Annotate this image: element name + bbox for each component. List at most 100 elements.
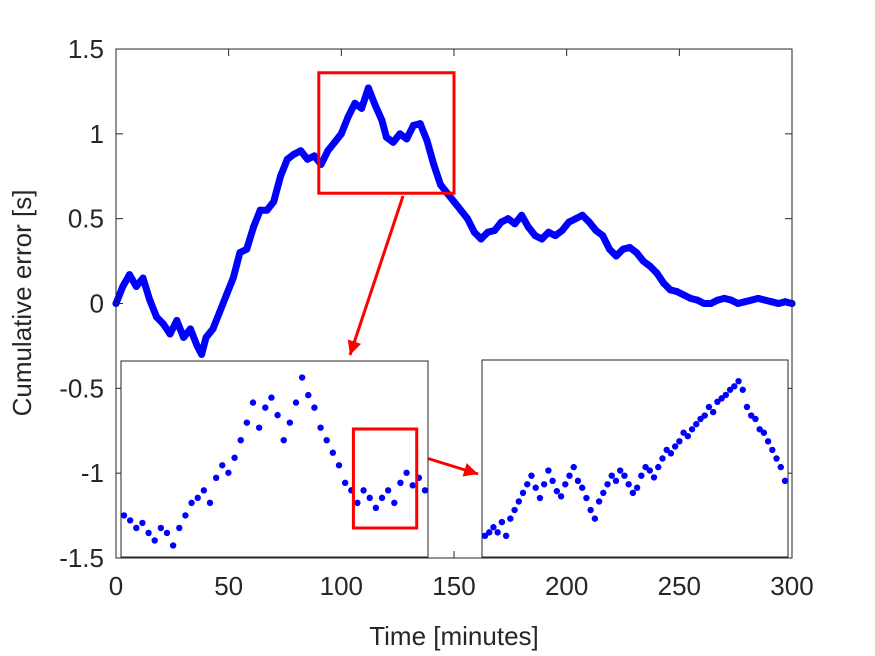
series-point <box>592 227 600 235</box>
series-point <box>538 235 546 243</box>
inset-point <box>709 408 717 416</box>
inset-point <box>671 443 679 450</box>
series-point <box>396 130 404 138</box>
series-point <box>619 245 627 253</box>
series-point <box>633 249 641 257</box>
inset-point <box>384 487 392 494</box>
inset-point <box>360 487 367 494</box>
inset-point <box>498 518 506 526</box>
inset-point <box>578 484 586 491</box>
inset-point <box>206 499 214 507</box>
series-point <box>761 296 769 304</box>
inset-point <box>528 472 535 479</box>
inset-point <box>693 420 700 428</box>
inset-point <box>621 472 628 479</box>
series-point <box>707 300 715 307</box>
series-point <box>781 298 789 306</box>
inset-point <box>292 399 300 406</box>
y-tick-label: -1 <box>81 458 104 488</box>
inset-point <box>566 472 573 479</box>
inset-point <box>323 437 330 444</box>
inset-point <box>701 412 708 419</box>
series-point <box>727 296 735 304</box>
series-point <box>371 101 379 109</box>
inset-point <box>591 515 599 522</box>
inset-point <box>139 519 146 527</box>
inset-point <box>262 404 269 411</box>
series-point <box>578 211 586 219</box>
series-point <box>768 298 776 306</box>
inset-point <box>583 494 590 502</box>
series-point <box>551 232 559 240</box>
inset-point <box>743 403 751 411</box>
inset-point <box>317 424 324 431</box>
series-point <box>714 296 722 304</box>
series-point <box>612 252 620 260</box>
inset-point <box>764 438 772 445</box>
inset-point <box>486 529 493 536</box>
series-point <box>403 135 411 143</box>
series-point <box>202 333 210 341</box>
inset-point <box>777 463 784 471</box>
main-series <box>112 84 796 358</box>
inset-point <box>219 462 226 469</box>
inset-point <box>341 479 349 487</box>
zoom-box-inset <box>351 427 419 530</box>
inset-point <box>200 487 208 494</box>
inset-point <box>650 474 658 481</box>
series-point <box>558 227 566 235</box>
inset-point <box>731 383 738 390</box>
series-point <box>464 215 472 223</box>
series-point <box>504 215 512 223</box>
inset-point <box>697 415 704 423</box>
inset-point <box>680 429 687 436</box>
series-point <box>653 269 661 277</box>
inset-point <box>735 377 742 385</box>
series-point <box>470 228 478 236</box>
inset-point <box>151 537 158 544</box>
series-point <box>626 244 634 252</box>
inset-point <box>212 474 220 481</box>
inset-point <box>676 438 683 445</box>
inset-point <box>366 494 373 502</box>
inset-point <box>329 449 337 456</box>
y-tick-label: 0.5 <box>68 204 104 234</box>
inset-point <box>409 482 416 489</box>
series-point <box>256 206 264 214</box>
inset-frame <box>120 360 429 558</box>
series-point <box>477 235 485 243</box>
inset-point <box>760 429 768 436</box>
series-point <box>734 300 742 307</box>
series-point <box>243 245 251 253</box>
inset-point <box>169 542 177 549</box>
inset-point <box>739 386 746 393</box>
inset-point <box>511 506 518 514</box>
series-point <box>673 288 681 296</box>
inset-point <box>545 467 552 474</box>
inset-point <box>532 484 539 491</box>
inset-point <box>163 529 171 537</box>
series-point <box>173 316 181 324</box>
inset-point <box>397 479 404 487</box>
inset-point <box>120 512 128 519</box>
inset-point <box>225 469 232 476</box>
y-axis-label: Cumulative error [s] <box>7 190 37 417</box>
inset-point <box>684 432 692 440</box>
series-point <box>605 245 613 253</box>
inset-point <box>667 450 675 457</box>
series-point <box>524 223 532 231</box>
inset-point <box>726 386 734 393</box>
inset-point <box>688 426 696 433</box>
arrow-head <box>462 463 478 477</box>
inset-point <box>752 415 759 423</box>
inset-point <box>642 463 649 471</box>
series-point <box>491 227 499 235</box>
inset-point <box>403 469 410 476</box>
series-point <box>344 113 352 121</box>
series-point <box>599 232 607 240</box>
x-tick-label: 100 <box>320 571 363 601</box>
series-point <box>693 296 701 304</box>
inset-point <box>378 494 386 502</box>
inset-point <box>182 512 189 519</box>
